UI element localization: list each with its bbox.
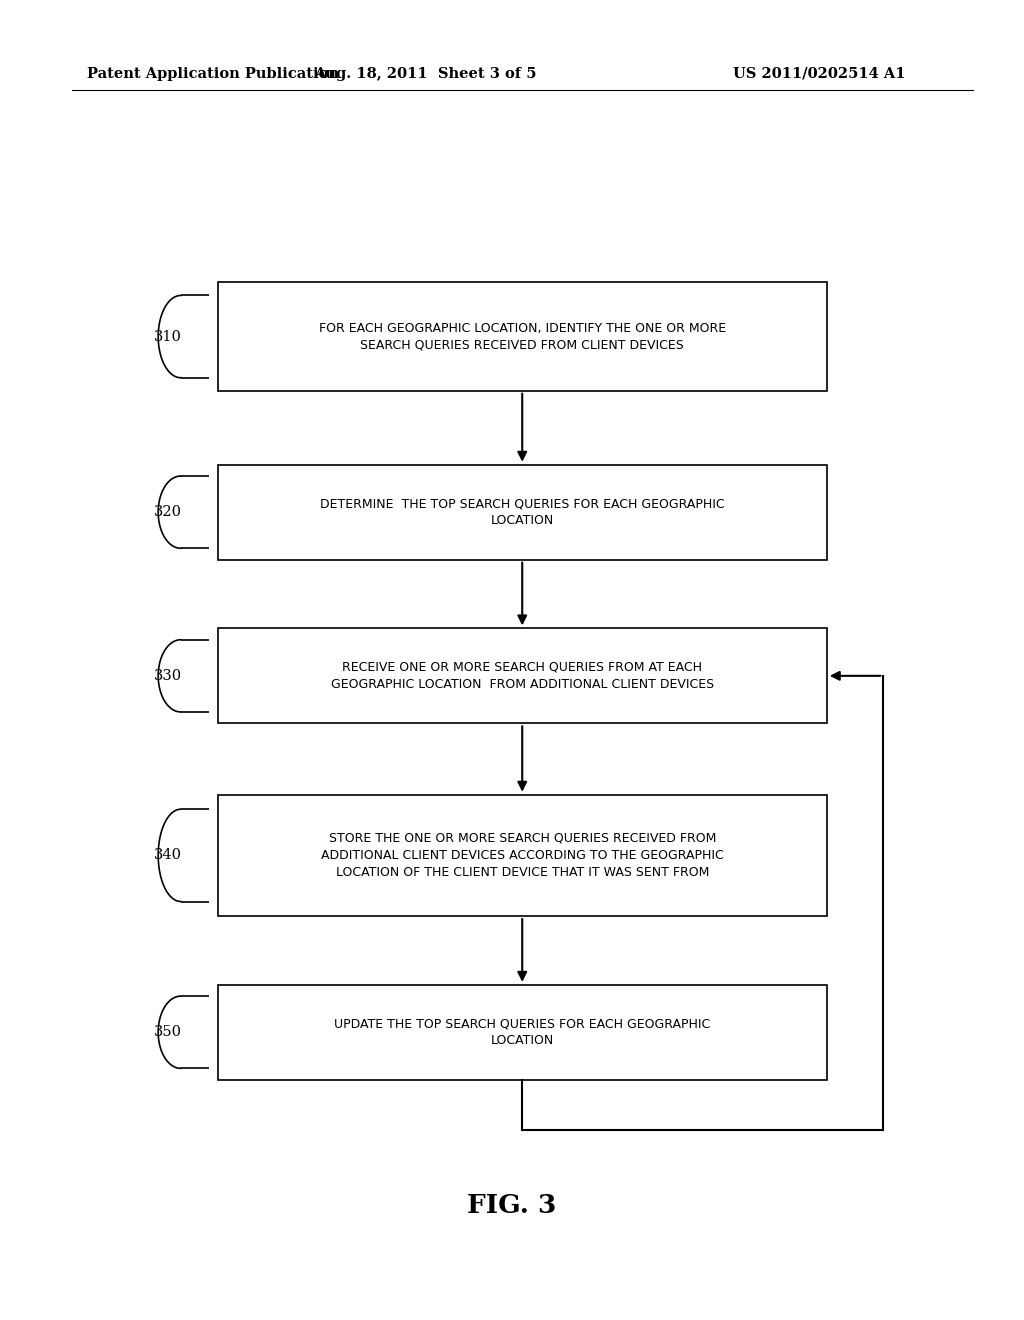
Text: UPDATE THE TOP SEARCH QUERIES FOR EACH GEOGRAPHIC
LOCATION: UPDATE THE TOP SEARCH QUERIES FOR EACH G… xyxy=(334,1018,711,1047)
Text: US 2011/0202514 A1: US 2011/0202514 A1 xyxy=(733,67,905,81)
Text: 320: 320 xyxy=(154,506,182,519)
Text: Aug. 18, 2011  Sheet 3 of 5: Aug. 18, 2011 Sheet 3 of 5 xyxy=(313,67,537,81)
Text: 350: 350 xyxy=(154,1026,182,1039)
Text: 340: 340 xyxy=(154,849,182,862)
Text: Patent Application Publication: Patent Application Publication xyxy=(87,67,339,81)
Text: 310: 310 xyxy=(154,330,182,343)
Text: FIG. 3: FIG. 3 xyxy=(467,1193,557,1217)
Text: FOR EACH GEOGRAPHIC LOCATION, IDENTIFY THE ONE OR MORE
SEARCH QUERIES RECEIVED F: FOR EACH GEOGRAPHIC LOCATION, IDENTIFY T… xyxy=(318,322,726,351)
Bar xyxy=(218,465,827,560)
Text: STORE THE ONE OR MORE SEARCH QUERIES RECEIVED FROM
ADDITIONAL CLIENT DEVICES ACC: STORE THE ONE OR MORE SEARCH QUERIES REC… xyxy=(321,832,724,879)
Bar xyxy=(218,282,827,391)
Bar xyxy=(218,795,827,916)
Bar xyxy=(218,985,827,1080)
Bar xyxy=(218,628,827,723)
Text: RECEIVE ONE OR MORE SEARCH QUERIES FROM AT EACH
GEOGRAPHIC LOCATION  FROM ADDITI: RECEIVE ONE OR MORE SEARCH QUERIES FROM … xyxy=(331,661,714,690)
Text: DETERMINE  THE TOP SEARCH QUERIES FOR EACH GEOGRAPHIC
LOCATION: DETERMINE THE TOP SEARCH QUERIES FOR EAC… xyxy=(319,498,725,527)
Text: 330: 330 xyxy=(154,669,182,682)
